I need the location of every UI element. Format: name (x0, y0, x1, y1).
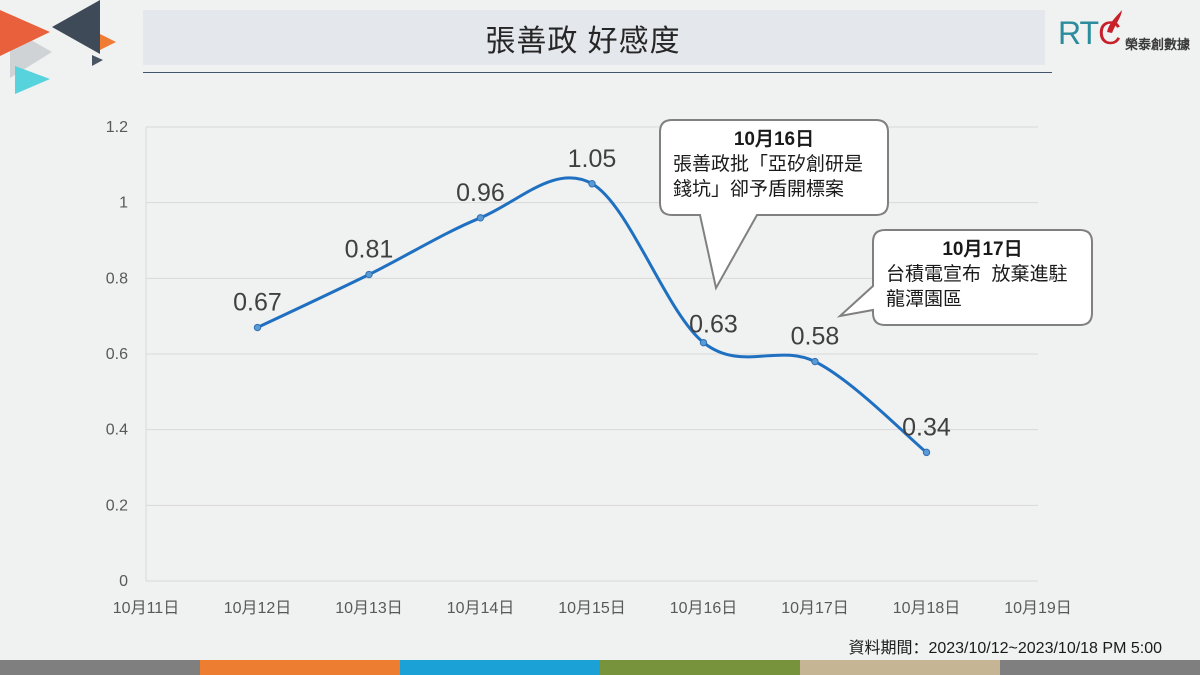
page-title: 張善政 好感度 (485, 24, 681, 58)
data-point-marker (476, 214, 485, 222)
data-label: 0.81 (345, 236, 394, 264)
data-point-marker (699, 338, 708, 347)
x-axis-tick-label: 10月17日 (781, 600, 849, 617)
x-axis-tick-label: 10月13日 (335, 600, 403, 617)
series-line (256, 176, 928, 454)
data-point-marker (588, 180, 596, 188)
title-rule (143, 72, 1052, 73)
data-label: 0.58 (791, 323, 840, 351)
chart-grid (145, 126, 1038, 582)
data-label: 0.34 (902, 413, 951, 441)
callout-1: 10月16日 張善政批「亞矽創研是 錢坑」卻予盾開標案 (660, 127, 888, 202)
data-point-marker (365, 270, 373, 279)
x-axis-tick-label: 10月19日 (1004, 600, 1072, 617)
data-label: 0.96 (456, 179, 505, 207)
chart-series (253, 176, 931, 457)
y-axis-tick-label: 1.2 (106, 119, 128, 136)
x-axis-tick-label: 10月11日 (113, 600, 179, 617)
data-point-marker (253, 323, 262, 332)
callout-1-line: 張善政批「亞矽創研是 (673, 154, 864, 175)
logo-letter: R (1058, 15, 1081, 51)
callout-2-line: 龍潭園區 (886, 289, 963, 310)
footer-bar-segment (800, 660, 1000, 675)
x-axis-tick-label: 10月16日 (670, 600, 738, 617)
footer-bar-segment (0, 660, 200, 675)
callout-1-title: 10月16日 (733, 129, 815, 150)
x-axis-tick-label: 10月18日 (893, 600, 961, 617)
callout-1-bubble (659, 119, 889, 291)
callout-2: 10月17日 台積電宣布 放棄進駐 龍潭園區 (873, 237, 1092, 312)
data-label: 0.67 (233, 289, 282, 317)
y-axis-tick-label: 0.2 (106, 497, 128, 514)
chart-callouts (659, 119, 1093, 326)
decor-triangle-cyan (15, 66, 50, 94)
data-label: 1.05 (568, 145, 617, 173)
callout-2-line: 台積電宣布 放棄進駐 (886, 264, 1068, 285)
callout-2-bubble (836, 229, 1093, 326)
data-label: 0.63 (689, 311, 738, 339)
y-axis-tick-label: 0.4 (106, 422, 128, 439)
callout-1-line: 錢坑」卻予盾開標案 (673, 179, 845, 200)
decor-triangle-dark (92, 55, 103, 66)
decor-triangle-orange (100, 34, 116, 50)
title-bar: 張善政 好感度 (143, 10, 1045, 65)
footer-bar-segment (600, 660, 800, 675)
corner-decoration (0, 0, 116, 94)
decor-triangle-coral (0, 10, 50, 56)
decor-triangle-slate (52, 0, 100, 54)
logo-company-name: 榮泰創數據 (1125, 37, 1191, 52)
footer-bar-segment (400, 660, 600, 675)
y-axis-tick-label: 1 (119, 195, 128, 212)
y-axis-tick-label: 0.6 (106, 346, 128, 363)
data-point-marker (811, 357, 819, 366)
footer-bar-segment (200, 660, 400, 675)
footer-color-bar (0, 660, 1200, 675)
chart-data-labels: 0.67 0.81 0.96 1.05 0.63 0.58 0.34 (233, 145, 951, 442)
y-axis-tick-label: 0.8 (106, 270, 128, 287)
x-axis-tick-label: 10月12日 (224, 600, 292, 617)
company-logo: RTC 榮泰創數據 (1056, 8, 1196, 60)
logo-letter: T (1079, 15, 1100, 51)
logo-flame-icon (1107, 10, 1122, 33)
data-point-marker (922, 448, 931, 457)
callout-2-title: 10月17日 (942, 239, 1023, 260)
data-period-note: 資料期間：2023/10/12~2023/10/18 PM 5:00 (848, 640, 1162, 657)
x-axis-tick-label: 10月15日 (558, 600, 626, 617)
footer-bar-segment (1000, 660, 1200, 675)
x-axis-tick-label: 10月14日 (447, 600, 515, 617)
y-axis-tick-label: 0 (119, 573, 128, 590)
